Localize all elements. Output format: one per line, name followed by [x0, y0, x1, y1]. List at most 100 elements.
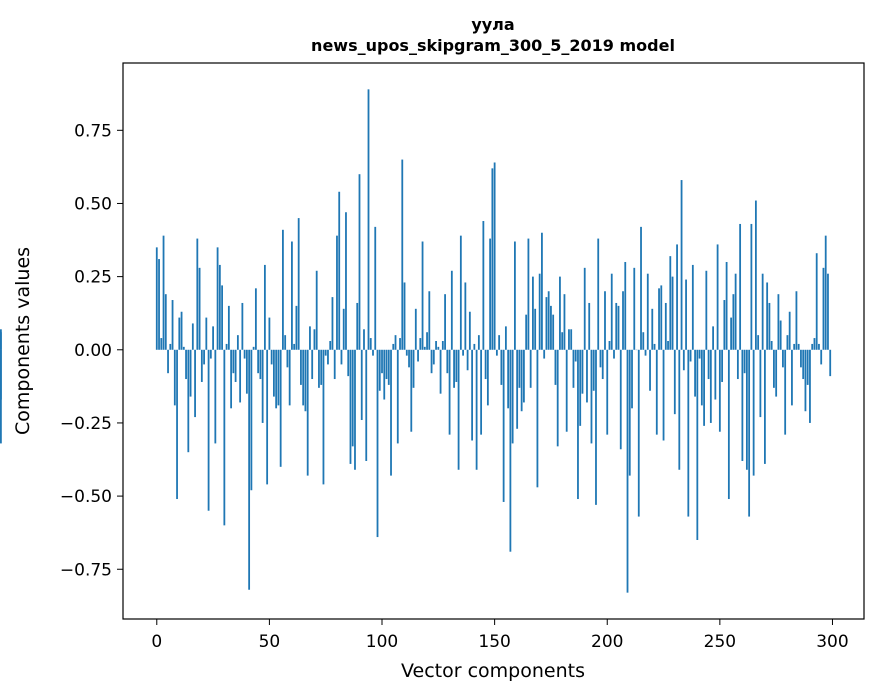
bar: [795, 291, 798, 350]
bar: [820, 349, 823, 365]
bar: [475, 349, 478, 470]
bar: [610, 273, 613, 350]
bar: [432, 349, 435, 365]
bar: [682, 349, 685, 371]
bar: [158, 259, 160, 350]
bar: [782, 349, 784, 368]
bar: [734, 273, 737, 350]
bar: [338, 191, 341, 350]
bar: [489, 238, 492, 350]
bar: [646, 273, 649, 350]
bar: [390, 349, 392, 476]
bar: [766, 282, 769, 350]
bar: [259, 349, 262, 380]
bar: [277, 349, 280, 406]
bar: [700, 349, 703, 406]
bar: [754, 200, 757, 350]
bar: [644, 349, 647, 356]
bar: [401, 159, 404, 350]
bar: [297, 218, 300, 350]
bar: [396, 349, 399, 444]
bar: [590, 349, 593, 444]
bar: [347, 349, 350, 377]
bar: [315, 270, 318, 350]
bar: [525, 314, 528, 350]
bar: [577, 349, 579, 500]
bar: [218, 264, 221, 350]
bar: [545, 297, 548, 350]
bar: [248, 349, 251, 590]
bar: [313, 329, 316, 350]
bar: [405, 349, 408, 356]
bar: [712, 326, 714, 350]
bar: [200, 349, 203, 382]
bar: [232, 349, 235, 374]
bar: [811, 343, 814, 350]
bar: [827, 273, 829, 350]
bar: [818, 343, 820, 350]
bar: [471, 349, 473, 441]
bar: [583, 267, 586, 350]
bar: [466, 349, 469, 371]
bar: [385, 349, 388, 380]
bar: [486, 349, 489, 406]
bar: [493, 162, 496, 350]
bar: [453, 349, 455, 388]
bar: [381, 349, 383, 374]
bar: [745, 349, 748, 470]
bar: [624, 261, 627, 350]
bar: [793, 343, 796, 350]
bar: [572, 349, 575, 388]
bar: [363, 329, 365, 350]
bar: [261, 349, 264, 423]
bar: [752, 349, 755, 476]
bar: [263, 264, 266, 350]
bar: [543, 349, 546, 359]
bar: [516, 349, 519, 429]
bar: [822, 267, 825, 350]
bar: [358, 174, 361, 350]
bar: [743, 349, 746, 374]
bar: [788, 311, 791, 350]
bar: [205, 317, 208, 350]
bar: [604, 291, 606, 350]
bar: [230, 349, 233, 409]
bar: [457, 349, 460, 470]
bar: [784, 349, 787, 435]
y-tick-label: −0.75: [60, 560, 112, 580]
bar: [651, 308, 654, 350]
bar: [455, 349, 458, 382]
bar: [336, 235, 338, 350]
bar: [345, 212, 347, 350]
bar: [574, 349, 577, 362]
bar: [468, 311, 471, 350]
bar: [360, 349, 363, 421]
bar: [282, 229, 284, 350]
bar: [732, 294, 735, 350]
bar: [367, 89, 370, 350]
bar: [725, 261, 728, 350]
x-axis-ticks: 0 50 100 150 200 250 300: [151, 619, 849, 652]
bar: [685, 279, 687, 350]
bar: [399, 338, 401, 350]
bar: [203, 349, 205, 365]
plot-frame: [122, 62, 865, 620]
bar: [448, 349, 451, 435]
bar: [653, 343, 656, 350]
bar: [568, 329, 570, 350]
bar: [477, 335, 480, 350]
bar: [628, 349, 631, 476]
bar: [764, 349, 766, 464]
bar: [266, 349, 269, 485]
bar: [741, 349, 744, 461]
bar: [696, 349, 699, 540]
bar: [601, 349, 604, 380]
bar: [293, 343, 296, 350]
bar: [504, 326, 507, 350]
bar: [167, 349, 169, 374]
bar: [804, 349, 807, 412]
bar: [340, 349, 343, 365]
bar: [268, 317, 271, 350]
bar: [676, 244, 678, 350]
bar: [169, 343, 172, 350]
